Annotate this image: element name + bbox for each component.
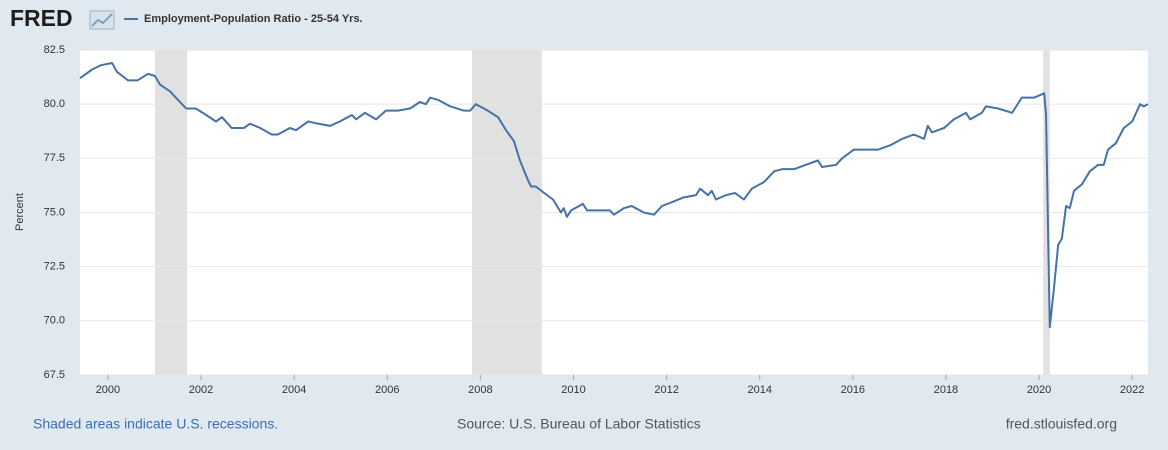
logo-icon bbox=[89, 10, 115, 30]
logo[interactable]: FRED bbox=[10, 5, 73, 31]
y-tick-label: 70.0 bbox=[44, 315, 65, 327]
source: Source: U.S. Bureau of Labor Statistics bbox=[457, 416, 701, 432]
x-tick-label: 2020 bbox=[1027, 384, 1051, 396]
y-tick-label: 75.0 bbox=[44, 206, 65, 218]
y-tick-label: 72.5 bbox=[44, 261, 65, 273]
y-tick-label: 67.5 bbox=[44, 369, 65, 381]
x-tick-label: 2002 bbox=[189, 384, 213, 396]
x-tick-label: 2016 bbox=[841, 384, 865, 396]
x-tick-label: 2008 bbox=[468, 384, 492, 396]
recession-note[interactable]: Shaded areas indicate U.S. recessions. bbox=[33, 416, 278, 432]
x-tick-label: 2000 bbox=[96, 384, 120, 396]
y-tick-label: 82.5 bbox=[44, 44, 65, 56]
data-line bbox=[79, 62, 1149, 329]
x-tick-label: 2004 bbox=[282, 384, 306, 396]
site[interactable]: fred.stlouisfed.org bbox=[1006, 416, 1117, 432]
y-axis-label: Percent bbox=[14, 193, 26, 231]
y-tick-label: 77.5 bbox=[44, 152, 65, 164]
legend-label: Employment-Population Ratio - 25-54 Yrs. bbox=[144, 13, 363, 25]
x-tick-label: 2010 bbox=[561, 384, 585, 396]
x-tick-label: 2014 bbox=[747, 384, 771, 396]
x-tick-label: 2018 bbox=[934, 384, 958, 396]
y-tick-label: 80.0 bbox=[44, 98, 65, 110]
x-tick-label: 2022 bbox=[1120, 384, 1144, 396]
x-tick-label: 2012 bbox=[654, 384, 678, 396]
x-tick-label: 2006 bbox=[375, 384, 399, 396]
